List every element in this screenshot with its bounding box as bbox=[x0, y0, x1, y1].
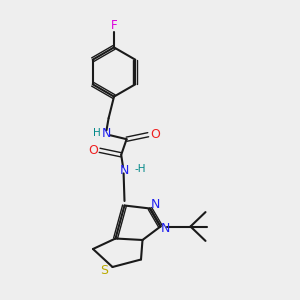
Text: N: N bbox=[101, 127, 111, 140]
Text: -H: -H bbox=[134, 164, 146, 174]
Text: O: O bbox=[88, 144, 98, 157]
Text: N: N bbox=[120, 164, 130, 177]
Text: H: H bbox=[93, 128, 101, 138]
Text: N: N bbox=[151, 198, 160, 212]
Text: F: F bbox=[111, 19, 117, 32]
Text: O: O bbox=[150, 128, 160, 141]
Text: N: N bbox=[161, 221, 171, 235]
Text: S: S bbox=[100, 264, 108, 277]
